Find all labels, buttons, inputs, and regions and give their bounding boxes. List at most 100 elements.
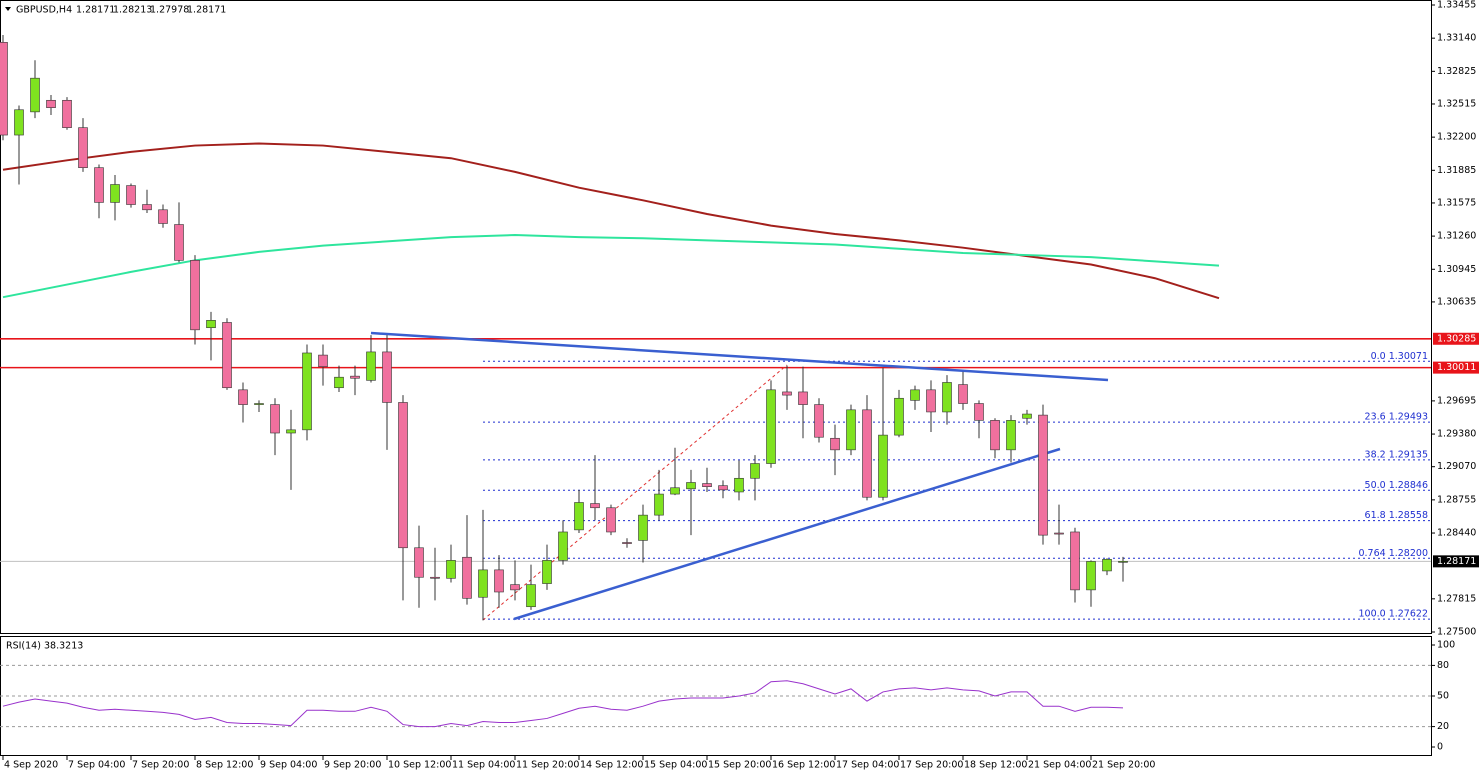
candle-body bbox=[78, 127, 88, 168]
candle-body bbox=[366, 351, 376, 381]
fib-label: 0.0 1.30071 bbox=[1371, 351, 1428, 362]
rsi-tick-label: 0 bbox=[1437, 742, 1443, 753]
price-tag bbox=[1433, 332, 1479, 345]
y-tick-label: 1.28755 bbox=[1437, 494, 1476, 505]
rsi-tick-label: 80 bbox=[1437, 660, 1449, 671]
current-price-label: 1.28171 bbox=[1437, 556, 1476, 567]
rsi-value: 38.3213 bbox=[44, 641, 83, 652]
candle-body bbox=[590, 503, 600, 509]
x-tick-label: 8 Sep 12:00 bbox=[196, 760, 253, 771]
candle-body bbox=[318, 354, 328, 367]
candle-body bbox=[1038, 414, 1048, 536]
candle-body bbox=[878, 434, 888, 498]
x-tick-label: 9 Sep 04:00 bbox=[260, 760, 317, 771]
candle-body bbox=[974, 403, 984, 421]
rsi-line bbox=[2, 680, 1124, 728]
candle-body bbox=[414, 547, 424, 578]
candle-body bbox=[814, 404, 824, 438]
x-tick-label: 15 Sep 04:00 bbox=[644, 760, 707, 771]
ohlc-open: 1.28171 bbox=[76, 5, 115, 16]
candle-body bbox=[958, 384, 968, 404]
candle-body bbox=[942, 382, 952, 413]
candle-body bbox=[734, 477, 744, 493]
candle-body bbox=[718, 485, 728, 491]
candle-body bbox=[1086, 561, 1096, 591]
candle-body bbox=[622, 542, 632, 544]
candle-body bbox=[686, 482, 696, 490]
candle-body bbox=[542, 560, 552, 584]
candle-body bbox=[798, 391, 808, 405]
candle-body bbox=[46, 99, 56, 108]
rsi-tick-label: 100 bbox=[1437, 640, 1455, 651]
candle-body bbox=[1054, 532, 1064, 535]
fib-label: 23.6 1.29493 bbox=[1365, 412, 1428, 423]
candle-body bbox=[286, 429, 296, 434]
fib-label: 100.0 1.27622 bbox=[1358, 609, 1428, 620]
y-tick-label: 1.30635 bbox=[1437, 296, 1476, 307]
candle-body bbox=[1118, 561, 1128, 563]
candle-body bbox=[158, 209, 168, 224]
candle-body bbox=[238, 389, 248, 405]
rsi-tick-label: 50 bbox=[1437, 691, 1449, 702]
x-tick-label: 15 Sep 20:00 bbox=[708, 760, 771, 771]
candle-body bbox=[526, 584, 536, 608]
candle-body bbox=[190, 260, 200, 331]
ohlc-low: 1.27978 bbox=[150, 5, 189, 16]
candle-body bbox=[206, 320, 216, 329]
y-tick-label: 1.32515 bbox=[1437, 98, 1476, 109]
y-tick-label: 1.29070 bbox=[1437, 461, 1476, 472]
fib-label: 0.764 1.28200 bbox=[1358, 548, 1428, 559]
y-tick-label: 1.33140 bbox=[1437, 33, 1476, 44]
fib-label: 38.2 1.29135 bbox=[1365, 449, 1428, 460]
x-tick-label: 21 Sep 04:00 bbox=[1028, 760, 1091, 771]
candle-body bbox=[126, 185, 136, 205]
y-tick-label: 1.33455 bbox=[1437, 0, 1476, 11]
x-tick-label: 11 Sep 20:00 bbox=[516, 760, 579, 771]
candle-body bbox=[254, 403, 264, 405]
x-tick-label: 18 Sep 12:00 bbox=[964, 760, 1027, 771]
candle-body bbox=[606, 507, 616, 533]
y-tick-label: 1.32200 bbox=[1437, 132, 1476, 143]
x-tick-label: 17 Sep 04:00 bbox=[836, 760, 899, 771]
candle-body bbox=[270, 404, 280, 434]
candle-body bbox=[0, 42, 8, 136]
candle-body bbox=[478, 569, 488, 598]
candle-body bbox=[702, 483, 712, 488]
y-tick-label: 1.30945 bbox=[1437, 264, 1476, 275]
ohlc-close: 1.28171 bbox=[187, 5, 226, 16]
fib-label: 61.8 1.28558 bbox=[1365, 510, 1428, 521]
candle-body bbox=[62, 99, 72, 128]
x-tick-label: 4 Sep 2020 bbox=[4, 760, 58, 771]
trend-line bbox=[370, 331, 1109, 382]
x-tick-label: 7 Sep 20:00 bbox=[132, 760, 189, 771]
candle-body bbox=[1022, 413, 1032, 419]
y-tick-label: 1.32825 bbox=[1437, 66, 1476, 77]
candle-body bbox=[574, 502, 584, 531]
y-tick-label: 1.27500 bbox=[1437, 627, 1476, 638]
candle-body bbox=[926, 389, 936, 413]
candle-body bbox=[894, 397, 904, 436]
x-tick-label: 16 Sep 12:00 bbox=[772, 760, 835, 771]
moving-average bbox=[2, 234, 1220, 299]
candle-body bbox=[334, 376, 344, 389]
x-tick-label: 7 Sep 04:00 bbox=[68, 760, 125, 771]
x-tick-label: 17 Sep 20:00 bbox=[900, 760, 963, 771]
candle-body bbox=[990, 420, 1000, 451]
x-tick-label: 11 Sep 04:00 bbox=[452, 760, 515, 771]
rsi-name: RSI(14) bbox=[6, 641, 41, 652]
y-tick-label: 1.31575 bbox=[1437, 197, 1476, 208]
candle-body bbox=[910, 389, 920, 401]
candle-body bbox=[350, 375, 360, 379]
y-tick-label: 1.28440 bbox=[1437, 528, 1476, 539]
candle-body bbox=[670, 487, 680, 495]
candle-body bbox=[638, 514, 648, 541]
candle-body bbox=[782, 391, 792, 396]
y-tick-label: 1.31885 bbox=[1437, 165, 1476, 176]
candle-body bbox=[846, 409, 856, 451]
ohlc-high: 1.28213 bbox=[113, 5, 152, 16]
symbol: GBPUSD,H4 bbox=[16, 5, 72, 16]
candle-body bbox=[558, 531, 568, 561]
candle-body bbox=[174, 224, 184, 261]
